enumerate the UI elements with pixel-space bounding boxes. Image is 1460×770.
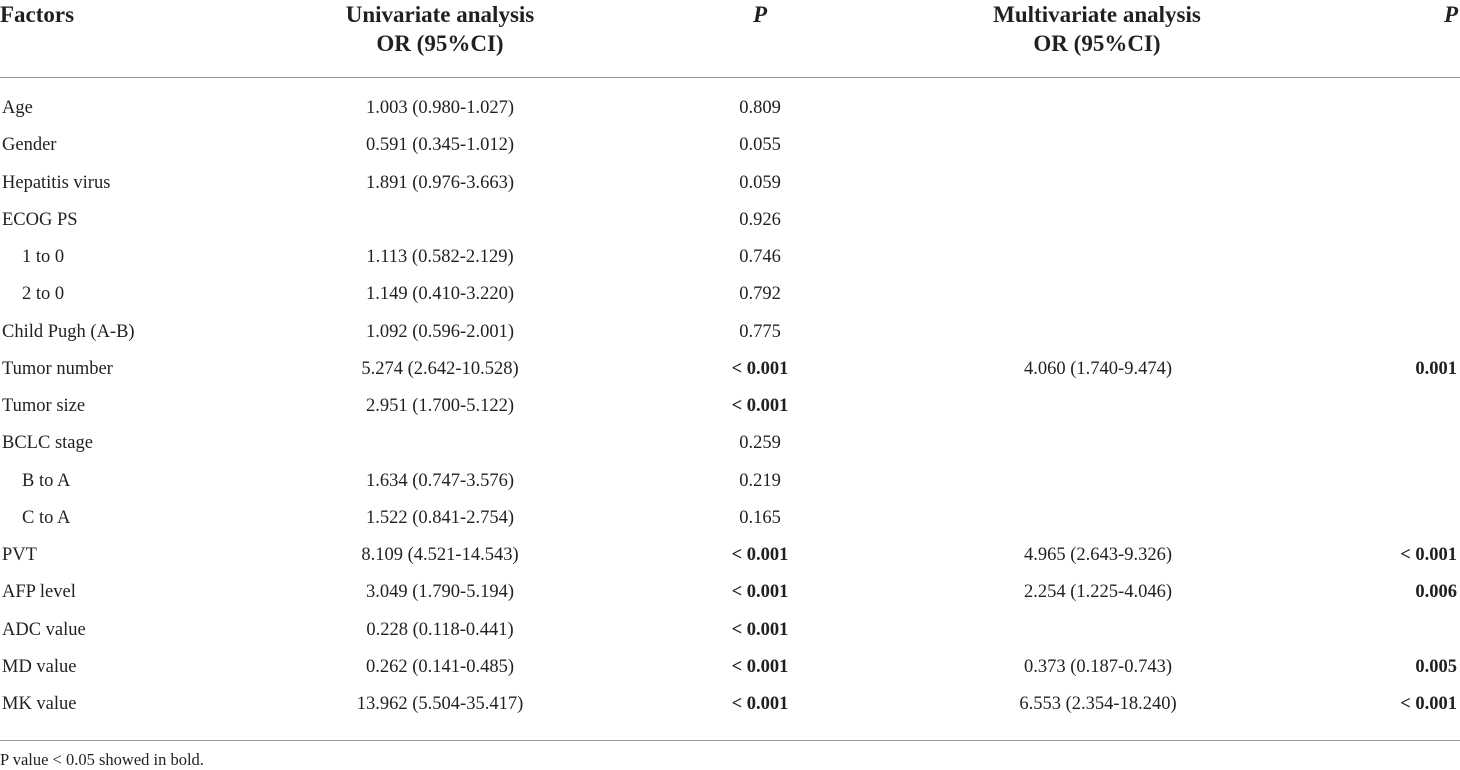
univariate-p-cell: 0.259 [739,433,781,454]
table-row: BCLC stage 0.259 [0,425,1460,462]
multivariate-p-cell: 0.006 [1415,582,1457,603]
bottom-rule [0,740,1460,741]
header-univariate-title: Univariate analysis [345,2,535,27]
univariate-or-cell: 2.951 (1.700-5.122) [366,396,514,416]
univariate-or-cell: 1.113 (0.582-2.129) [366,247,514,267]
univariate-p-cell: 0.809 [739,98,781,118]
table-row: AFP level 3.049 (1.790-5.194) < 0.001 2.254… [0,574,1460,611]
univariate-or-cell: 3.049 (1.790-5.194) [366,582,514,603]
multivariate-p-cell: 0.005 [1415,656,1457,677]
univariate-or-cell: 0.228 (0.118-0.441) [366,619,514,640]
univariate-p-cell: 0.775 [739,321,781,342]
table-header: Factors Univariate analysis OR (95%CI) P… [0,0,1460,78]
factor-cell: Tumor number [2,358,113,379]
factor-cell: Age [2,98,33,118]
factor-cell: Hepatitis virus [2,172,111,193]
univariate-or-cell: 0.262 (0.141-0.485) [366,656,514,677]
factor-cell: BCLC stage [2,433,93,454]
factor-cell: 2 to 0 [22,284,65,305]
factor-cell: Child Pugh (A-B) [2,321,135,342]
table-row: 1 to 0 1.113 (0.582-2.129) 0.746 [0,239,1460,276]
header-p-univariate: P [752,2,768,27]
header-p-multivariate: P [1443,2,1458,27]
factor-cell: C to A [22,507,71,528]
factor-cell: MD value [2,656,77,677]
univariate-p-cell: 0.219 [739,470,781,491]
header-multivariate-or: OR (95%CI) [1033,31,1161,56]
table-row: C to A 1.522 (0.841-2.754) 0.165 [0,500,1460,537]
multivariate-or-cell: 6.553 (2.354-18.240) [1019,694,1177,714]
multivariate-p-cell: 0.001 [1415,358,1457,379]
multivariate-p-cell: < 0.001 [1400,545,1457,565]
univariate-or-cell: 1.092 (0.596-2.001) [366,321,514,342]
univariate-p-cell: < 0.001 [731,694,789,714]
table-row: Hepatitis virus 1.891 (0.976-3.663) 0.059 [0,165,1460,202]
univariate-p-cell: < 0.001 [731,656,789,677]
factor-cell: ECOG PS [2,209,78,230]
factor-cell: PVT [2,545,37,565]
table-row: MK value 13.962 (5.504-35.417) < 0.001 6.55… [0,686,1460,723]
header-multivariate: Multivariate analysis OR (95%CI) [952,0,1242,58]
table-row: Tumor number 5.274 (2.642-10.528) < 0.001 4… [0,351,1460,388]
table-footnote: P value < 0.05 showed in bold. [0,750,204,769]
table-row: MD value 0.262 (0.141-0.485) < 0.001 0.373 … [0,649,1460,686]
header-rule [0,77,1460,78]
table-row: Tumor size 2.951 (1.700-5.122) < 0.001 [0,388,1460,425]
factor-cell: 1 to 0 [22,247,65,267]
table-row: ECOG PS 0.926 [0,202,1460,239]
factor-cell: MK value [2,694,77,714]
univariate-p-cell: 0.746 [739,247,781,267]
table-row: Child Pugh (A-B) 1.092 (0.596-2.001) 0.775 [0,314,1460,351]
univariate-or-cell: 1.149 (0.410-3.220) [366,284,514,305]
multivariate-or-cell: 2.254 (1.225-4.046) [1024,582,1172,603]
table-row: PVT 8.109 (4.521-14.543) < 0.001 4.965 (2.6… [0,537,1460,574]
factor-cell: AFP level [2,582,76,603]
univariate-or-cell: 1.522 (0.841-2.754) [366,507,514,528]
table-row: B to A 1.634 (0.747-3.576) 0.219 [0,463,1460,500]
univariate-or-cell: 8.109 (4.521-14.543) [361,545,519,565]
univariate-p-cell: < 0.001 [731,545,789,565]
univariate-p-cell: < 0.001 [731,358,789,379]
univariate-or-cell: 1.003 (0.980-1.027) [366,98,514,118]
table-row: Age 1.003 (0.980-1.027) 0.809 [0,90,1460,127]
univariate-p-cell: < 0.001 [731,619,789,640]
multivariate-or-cell: 0.373 (0.187-0.743) [1024,656,1172,677]
univariate-or-cell: 13.962 (5.504-35.417) [356,694,524,714]
header-factors: Factors [0,2,75,27]
univariate-p-cell: 0.059 [739,172,781,193]
multivariate-or-cell: 4.965 (2.643-9.326) [1024,545,1172,565]
table-body: Age 1.003 (0.980-1.027) 0.809 Gender 0.591 (… [0,90,1460,723]
univariate-p-cell: 0.165 [739,507,781,528]
multivariate-p-cell: < 0.001 [1400,694,1457,714]
multivariate-or-cell: 4.060 (1.740-9.474) [1024,358,1172,379]
univariate-or-cell: 1.634 (0.747-3.576) [366,470,514,491]
univariate-p-cell: 0.055 [739,135,781,156]
univariate-p-cell: < 0.001 [731,396,789,416]
factor-cell: Tumor size [2,396,86,416]
header-univariate: Univariate analysis OR (95%CI) [322,0,558,58]
table-row: ADC value 0.228 (0.118-0.441) < 0.001 [0,612,1460,649]
factor-cell: B to A [22,470,71,491]
univariate-p-cell: 0.792 [739,284,781,305]
univariate-or-cell: 5.274 (2.642-10.528) [361,358,519,379]
header-multivariate-title: Multivariate analysis [993,2,1201,27]
univariate-p-cell: < 0.001 [731,582,789,603]
table-row: 2 to 0 1.149 (0.410-3.220) 0.792 [0,276,1460,313]
header-univariate-or: OR (95%CI) [376,31,504,56]
table-row: Gender 0.591 (0.345-1.012) 0.055 [0,127,1460,164]
univariate-or-cell: 0.591 (0.345-1.012) [366,135,514,156]
factor-cell: Gender [2,135,57,156]
univariate-p-cell: 0.926 [739,209,781,230]
factor-cell: ADC value [2,619,86,640]
univariate-or-cell: 1.891 (0.976-3.663) [366,172,514,193]
